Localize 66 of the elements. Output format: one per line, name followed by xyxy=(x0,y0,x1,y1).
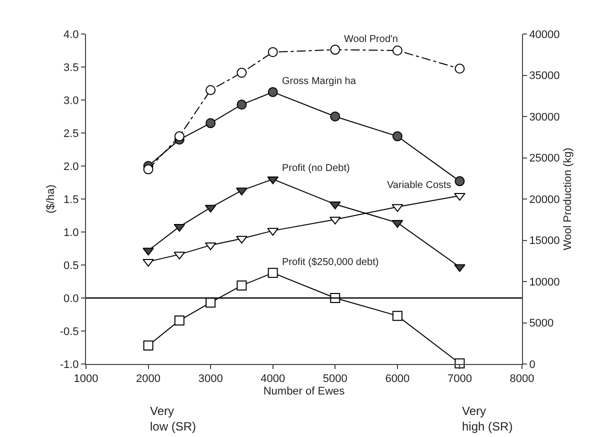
x-tick-label: 4000 xyxy=(260,373,286,386)
point xyxy=(268,87,278,98)
series-label: Gross Margin ha xyxy=(282,76,356,87)
x-tick-label: 3000 xyxy=(198,373,223,386)
y-tick-label: 0.0 xyxy=(64,292,79,305)
point xyxy=(143,164,154,174)
point xyxy=(392,131,402,142)
x-tick-label: 2000 xyxy=(136,373,161,386)
point xyxy=(236,236,248,244)
y2-tick-label: 25000 xyxy=(529,152,560,165)
y-tick-label: -0.5 xyxy=(60,326,79,338)
y2-tick-label: 30000 xyxy=(529,111,560,124)
point xyxy=(267,228,279,236)
x-tick-label: 1000 xyxy=(74,373,98,386)
point xyxy=(174,131,184,142)
x-tick-label: 6000 xyxy=(385,373,410,386)
point xyxy=(268,47,278,58)
point xyxy=(206,298,216,308)
y2-tick-label: 20000 xyxy=(529,194,560,206)
text: Very high (SR) xyxy=(462,404,513,434)
series-label: Variable Costs xyxy=(387,180,452,191)
point xyxy=(330,44,340,55)
x-tick-label: 8000 xyxy=(510,373,534,386)
text: Very low (SR) xyxy=(150,404,196,434)
point xyxy=(206,118,216,128)
y-tick-label: 2.5 xyxy=(64,128,79,140)
series-label: Profit ($250,000 debt) xyxy=(282,257,379,268)
x-axis-title: Number of Ewes xyxy=(263,385,346,398)
point xyxy=(204,242,216,250)
y-tick-label: 4.0 xyxy=(64,28,79,41)
point xyxy=(174,315,184,326)
point xyxy=(392,310,402,321)
y2-tick-label: 0 xyxy=(529,358,536,371)
y2-tick-label: 35000 xyxy=(529,70,560,82)
point xyxy=(206,85,216,96)
y-axis-title: ($/ha) xyxy=(45,184,57,214)
point xyxy=(392,46,402,56)
point xyxy=(454,176,465,186)
y2-tick-label: 10000 xyxy=(529,276,560,288)
y2-tick-label: 15000 xyxy=(529,235,560,248)
y-tick-label: 0.5 xyxy=(64,260,79,272)
y-tick-label: -1.0 xyxy=(60,358,79,371)
series-label: Profit (no Debt) xyxy=(282,163,350,174)
x-tick-label: 5000 xyxy=(322,373,348,386)
point xyxy=(236,280,247,290)
series-label: Wool Prod'n xyxy=(344,34,398,45)
point xyxy=(454,64,465,74)
point xyxy=(267,176,279,184)
point xyxy=(174,224,186,232)
point xyxy=(236,68,247,78)
x-tick-label: 7000 xyxy=(447,373,472,386)
point xyxy=(142,258,154,267)
y-tick-label: 1.0 xyxy=(64,226,79,239)
y2-axis-title: Wool Production (kg) xyxy=(562,148,574,250)
y-tick-label: 1.5 xyxy=(64,194,79,206)
y-tick-label: 3.0 xyxy=(64,94,79,107)
point xyxy=(204,204,216,213)
point xyxy=(236,100,247,110)
y-tick-label: 3.5 xyxy=(64,62,79,74)
point xyxy=(454,192,466,201)
y2-tick-label: 40000 xyxy=(529,28,560,41)
point xyxy=(330,112,340,122)
y2-tick-label: 5000 xyxy=(529,318,554,330)
y-tick-label: 2.0 xyxy=(64,160,79,173)
point xyxy=(268,268,278,278)
point xyxy=(143,340,154,351)
